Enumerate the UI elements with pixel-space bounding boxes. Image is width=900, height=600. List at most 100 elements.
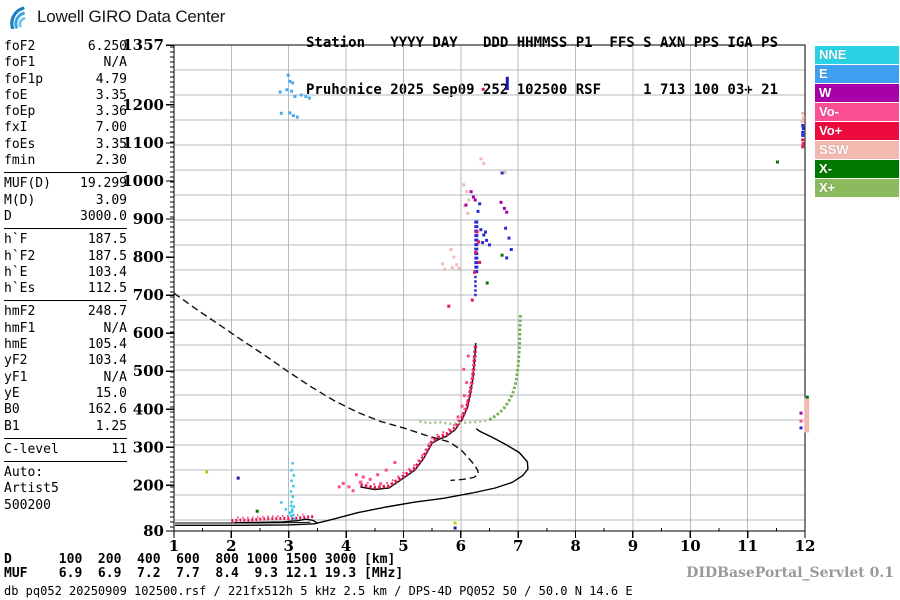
yellow-specks xyxy=(205,470,457,525)
param-label: M(D) xyxy=(4,192,36,208)
param-value: 19.299 xyxy=(80,176,127,192)
param-label: foEp xyxy=(4,104,36,120)
param-row-b1: B1 1.25 xyxy=(4,419,127,435)
x-axis-label: 5 xyxy=(398,537,408,555)
e-trace-fit xyxy=(234,518,318,524)
param-value: 3.35 xyxy=(95,136,127,152)
param-label: hmE xyxy=(4,337,28,353)
param-label: yF1 xyxy=(4,369,28,385)
status-line: db pq052 20250909 102500.rsf / 221fx512h… xyxy=(4,584,633,598)
y-axis-label: 1000 xyxy=(122,172,164,190)
w-scatter xyxy=(464,190,803,415)
param-value: 3.35 xyxy=(95,87,127,103)
navy-specks xyxy=(236,476,457,530)
auto-scaler-line: 500200 xyxy=(4,497,51,513)
y-axis-label: 1100 xyxy=(122,134,164,152)
giro-logo-icon xyxy=(10,6,26,29)
grid xyxy=(174,45,805,531)
x-axis-label: 1 xyxy=(169,537,179,555)
param-value: N/A xyxy=(103,369,127,385)
x-axis-label: 9 xyxy=(628,537,638,555)
param-row-hes: h`Es 112.5 xyxy=(4,281,127,297)
param-row-md: M(D) 3.09 xyxy=(4,193,127,209)
o-trace-f xyxy=(360,343,478,490)
param-row-hme: hmE 105.4 xyxy=(4,337,127,353)
param-value: N/A xyxy=(103,55,127,71)
param-value: 7.00 xyxy=(95,120,127,136)
o-trace-es-pink xyxy=(237,513,306,519)
param-label: yE xyxy=(4,385,20,401)
param-label: B0 xyxy=(4,402,20,418)
ssw-scatter xyxy=(441,111,805,271)
param-row-mufd: MUF(D) 19.299 xyxy=(4,176,127,192)
y-axis-label: 600 xyxy=(133,324,164,342)
param-value: 15.0 xyxy=(95,385,127,401)
param-value: 11 xyxy=(111,441,127,457)
red-scatter xyxy=(447,87,805,308)
param-row-hmf2: hmF2 248.7 xyxy=(4,304,127,320)
param-label: B1 xyxy=(4,418,20,434)
param-label: hmF2 xyxy=(4,304,36,320)
param-divider xyxy=(4,172,127,174)
param-value: 162.6 xyxy=(87,402,127,418)
param-value: 3.09 xyxy=(95,192,127,208)
param-divider xyxy=(4,300,127,302)
param-label: hmF1 xyxy=(4,320,36,336)
param-value: 187.5 xyxy=(87,232,127,248)
param-value: N/A xyxy=(103,320,127,336)
legend-item-ssw: SSW xyxy=(815,141,899,159)
echo-scatter xyxy=(205,73,809,530)
station-values-line: Pruhonice 2025 Sep09 252 102500 RSF 1 71… xyxy=(306,81,779,98)
auto-scaler-line: Auto: xyxy=(4,465,44,481)
nne-scatter-top xyxy=(278,73,311,119)
x-trace xyxy=(488,314,522,422)
y-axis-label: 1200 xyxy=(122,96,164,114)
param-value: 2.30 xyxy=(95,153,127,169)
param-row-ye: yE 15.0 xyxy=(4,386,127,402)
legend-item-w: W xyxy=(815,84,899,102)
axis-labels: 1357120011001000900800700600500400300200… xyxy=(122,36,815,555)
x-axis-label: 11 xyxy=(737,537,758,555)
green-scatter xyxy=(255,160,809,513)
transmission-curve xyxy=(173,292,480,482)
o-trace-es xyxy=(231,515,315,523)
y-axis-label: 500 xyxy=(133,362,164,380)
y-axis-label: 80 xyxy=(143,522,164,540)
y-axis-label: 400 xyxy=(133,400,164,418)
x-axis-label: 12 xyxy=(795,537,816,555)
y-axis-label: 900 xyxy=(133,210,164,228)
param-value: 6.250 xyxy=(87,39,127,54)
param-row-clevel: C-level 11 xyxy=(4,442,127,458)
param-label: h`F2 xyxy=(4,248,36,264)
param-divider xyxy=(4,228,127,230)
legend-item-vo-: Vo- xyxy=(815,103,899,121)
profile-baseline xyxy=(175,521,311,524)
param-row-b0: B0 162.6 xyxy=(4,402,127,418)
param-value: 3000.0 xyxy=(80,208,127,224)
muf-row: MUF 6.9 6.9 7.2 7.7 8.4 9.3 12.1 19.3 [M… xyxy=(4,566,404,581)
param-value: 248.7 xyxy=(87,304,127,320)
blue-scatter xyxy=(476,124,805,430)
y-axis-label: 1357 xyxy=(122,36,164,54)
param-label: MUF(D) xyxy=(4,176,51,192)
x-axis-label: 4 xyxy=(341,537,351,555)
param-row-foe: foE 3.35 xyxy=(4,88,127,104)
param-value: 103.4 xyxy=(87,264,127,280)
echo-columns xyxy=(474,76,810,433)
param-value: 187.5 xyxy=(87,248,127,264)
param-row-fof2: foF2 6.250 xyxy=(4,39,127,55)
pink-scatter-f-start xyxy=(337,419,803,493)
param-row-hmf1: hmF1 N/A xyxy=(4,321,127,337)
param-label: foE xyxy=(4,87,28,103)
auto-scaler-line: Artist5 xyxy=(4,481,59,497)
x-axis-label: 10 xyxy=(680,537,701,555)
param-label: yF2 xyxy=(4,353,28,369)
param-row-foes: foEs 3.35 xyxy=(4,137,127,153)
axes xyxy=(166,44,806,538)
x-axis-label: 6 xyxy=(456,537,466,555)
param-row-foep: foEp 3.36 xyxy=(4,104,127,120)
station-info-block: Station YYYY DAY DDD HHMMSS P1 FFS S AXN… xyxy=(306,5,778,114)
legend-item-e: E xyxy=(815,65,899,83)
param-label: foF1p xyxy=(4,71,44,87)
